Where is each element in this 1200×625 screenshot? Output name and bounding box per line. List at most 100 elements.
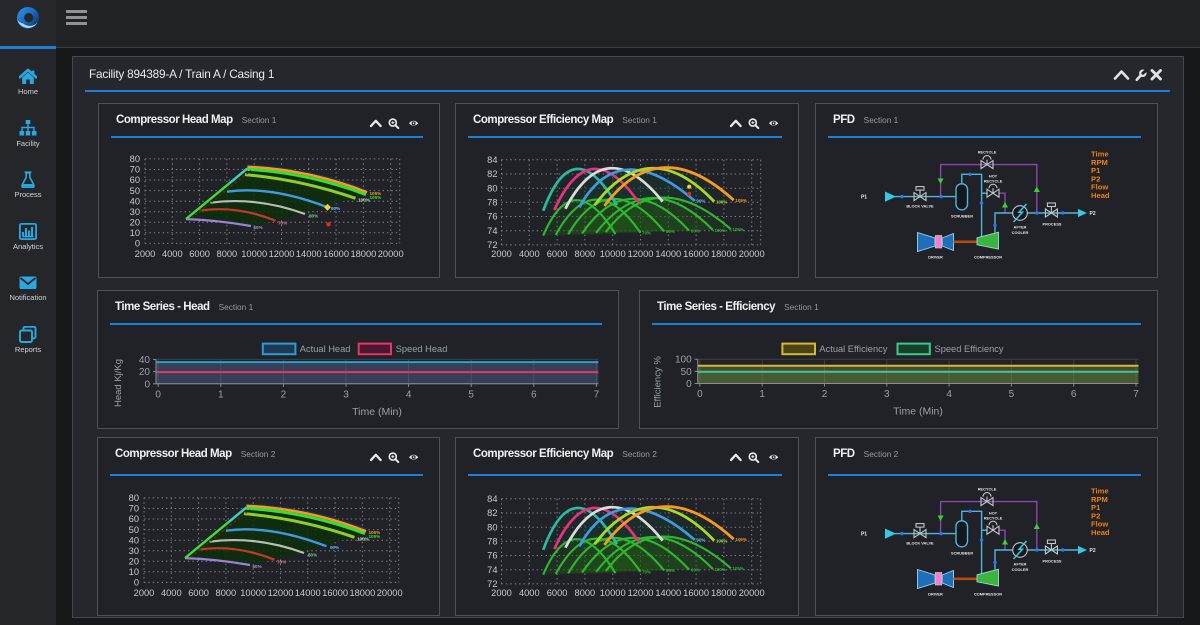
svg-text:100%: 100% — [715, 228, 726, 233]
svg-text:80%: 80% — [666, 568, 675, 573]
svg-text:1: 1 — [759, 389, 765, 400]
svg-text:PROCESS: PROCESS — [1042, 221, 1061, 226]
svg-text:PROCESS: PROCESS — [1042, 558, 1061, 563]
svg-text:18000: 18000 — [711, 588, 737, 598]
svg-text:70%: 70% — [278, 220, 287, 225]
svg-text:6000: 6000 — [189, 249, 210, 259]
svg-text:HOT: HOT — [989, 511, 998, 516]
svg-text:4000: 4000 — [162, 249, 183, 259]
svg-text:78: 78 — [487, 198, 497, 208]
svg-text:100%: 100% — [357, 537, 369, 542]
svg-text:RECYCLE: RECYCLE — [984, 516, 1003, 521]
svg-text:14000: 14000 — [295, 588, 321, 598]
svg-text:10: 10 — [130, 228, 140, 238]
svg-text:12000: 12000 — [628, 588, 654, 598]
svg-text:DRIVER: DRIVER — [928, 591, 943, 596]
svg-text:70%: 70% — [277, 559, 286, 564]
svg-text:50: 50 — [129, 525, 139, 535]
svg-text:4000: 4000 — [161, 588, 182, 598]
svg-text:6000: 6000 — [547, 588, 568, 598]
svg-text:2000: 2000 — [135, 249, 156, 259]
svg-text:40: 40 — [130, 196, 140, 206]
svg-text:18000: 18000 — [349, 588, 375, 598]
svg-text:P1: P1 — [1091, 166, 1101, 175]
svg-text:RPM: RPM — [1091, 495, 1108, 504]
svg-text:12000: 12000 — [268, 588, 294, 598]
svg-text:Speed Head: Speed Head — [396, 344, 448, 354]
svg-text:P1: P1 — [1091, 503, 1101, 512]
svg-text:BLOCK VALVE: BLOCK VALVE — [906, 541, 934, 546]
svg-text:30: 30 — [130, 207, 140, 217]
svg-text:100%: 100% — [358, 198, 370, 203]
svg-text:14000: 14000 — [296, 249, 322, 259]
svg-text:90%: 90% — [331, 206, 340, 211]
svg-text:12000: 12000 — [628, 249, 654, 259]
svg-text:105%: 105% — [369, 534, 381, 539]
svg-text:72: 72 — [487, 579, 497, 589]
svg-text:105%: 105% — [733, 227, 744, 232]
svg-text:84: 84 — [487, 494, 497, 504]
svg-text:18000: 18000 — [711, 249, 737, 259]
svg-text:AFTER: AFTER — [1014, 562, 1027, 567]
svg-text:COMPRESSOR: COMPRESSOR — [974, 591, 1002, 596]
svg-text:P2: P2 — [1090, 211, 1096, 217]
svg-text:2000: 2000 — [134, 588, 155, 598]
svg-text:5: 5 — [468, 389, 474, 400]
svg-text:60: 60 — [130, 175, 140, 185]
svg-text:80%: 80% — [666, 229, 675, 234]
svg-text:80: 80 — [129, 493, 139, 503]
svg-text:70%: 70% — [642, 570, 651, 575]
svg-text:RECYCLE: RECYCLE — [978, 486, 997, 491]
svg-text:72: 72 — [487, 240, 497, 250]
svg-text:74: 74 — [487, 565, 497, 575]
svg-text:20000: 20000 — [378, 249, 404, 259]
svg-text:P1: P1 — [861, 194, 867, 200]
svg-text:40: 40 — [129, 535, 139, 545]
svg-text:2: 2 — [281, 389, 287, 400]
svg-text:90%: 90% — [330, 545, 339, 550]
svg-text:10000: 10000 — [600, 588, 626, 598]
svg-text:70: 70 — [130, 165, 140, 175]
svg-text:40: 40 — [139, 355, 151, 366]
svg-text:82: 82 — [487, 508, 497, 518]
svg-text:70: 70 — [129, 504, 139, 514]
svg-text:4: 4 — [946, 389, 952, 400]
svg-text:0: 0 — [135, 239, 140, 249]
svg-text:7: 7 — [594, 389, 600, 400]
svg-text:RPM: RPM — [1091, 158, 1108, 167]
svg-text:AFTER: AFTER — [1014, 225, 1027, 230]
svg-text:RECYCLE: RECYCLE — [984, 179, 1003, 184]
svg-text:84: 84 — [487, 155, 497, 165]
svg-text:76: 76 — [487, 212, 497, 222]
svg-text:80%: 80% — [309, 213, 318, 218]
svg-text:COMPRESSOR: COMPRESSOR — [974, 254, 1002, 259]
svg-text:Head: Head — [1091, 191, 1110, 200]
svg-text:HOT: HOT — [989, 174, 998, 179]
svg-text:76: 76 — [487, 551, 497, 561]
svg-text:Actual Head: Actual Head — [300, 344, 351, 354]
svg-text:90%: 90% — [697, 538, 706, 543]
svg-text:Time: Time — [1091, 487, 1109, 496]
svg-text:100%: 100% — [715, 567, 726, 572]
svg-text:Actual Efficiency: Actual Efficiency — [819, 344, 887, 354]
svg-text:105%: 105% — [736, 198, 747, 203]
svg-text:105%: 105% — [733, 566, 744, 571]
svg-text:30: 30 — [129, 546, 139, 556]
svg-text:16000: 16000 — [683, 588, 709, 598]
svg-text:Flow: Flow — [1091, 183, 1108, 192]
svg-text:105%: 105% — [369, 530, 381, 535]
svg-text:6000: 6000 — [547, 249, 568, 259]
svg-text:3: 3 — [343, 389, 349, 400]
svg-text:0: 0 — [155, 389, 161, 400]
svg-text:74: 74 — [487, 226, 497, 236]
svg-text:8000: 8000 — [216, 588, 237, 598]
svg-text:Speed Efficiency: Speed Efficiency — [935, 344, 1004, 354]
svg-text:8000: 8000 — [575, 588, 596, 598]
svg-text:2: 2 — [822, 389, 828, 400]
svg-text:90%: 90% — [691, 567, 700, 572]
svg-text:8000: 8000 — [575, 249, 596, 259]
svg-text:0: 0 — [144, 379, 150, 390]
svg-text:Head: Head — [1091, 528, 1110, 537]
svg-text:8000: 8000 — [217, 249, 238, 259]
svg-text:16000: 16000 — [323, 249, 349, 259]
